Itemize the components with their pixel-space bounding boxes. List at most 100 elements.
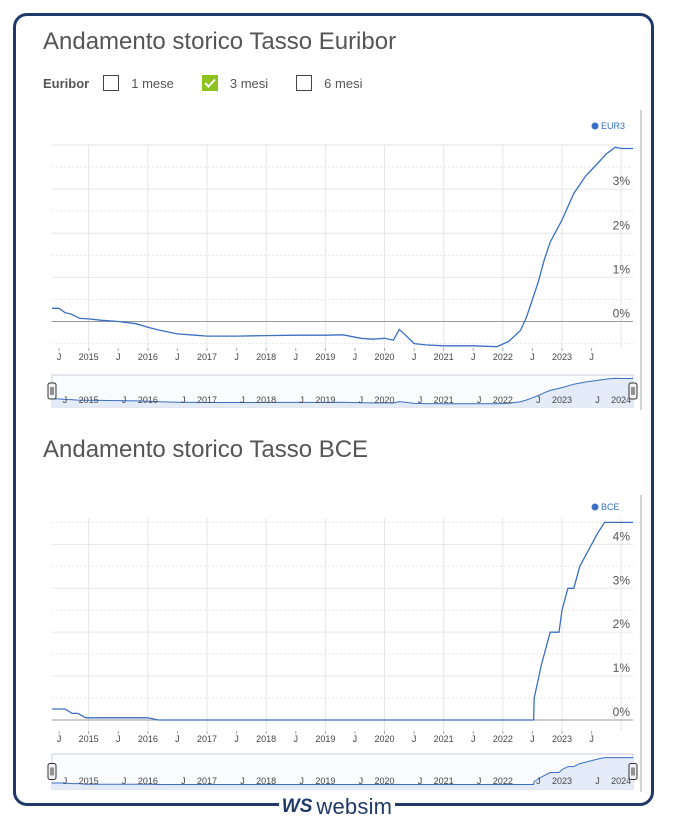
y-tick-label: 2% <box>613 617 631 631</box>
navigator-tick-label: 2022 <box>493 395 513 405</box>
navigator-tick-label: J <box>359 395 364 405</box>
navigator-right-handle[interactable] <box>628 763 638 780</box>
option-label: 1 mese <box>131 75 174 91</box>
navigator-tick-label: 2024 <box>611 776 631 786</box>
navigator-line <box>52 757 633 785</box>
checkbox-1-mese[interactable] <box>103 75 120 91</box>
navigator-tick-label: J <box>122 776 127 786</box>
x-tick-label: 2019 <box>315 352 335 362</box>
legend-label: BCE <box>601 502 620 512</box>
x-tick-label: J <box>116 352 121 362</box>
x-tick-label: 2016 <box>138 352 158 362</box>
x-tick-label: J <box>234 352 239 362</box>
y-tick-label: 3% <box>613 174 631 188</box>
option-6-mesi[interactable]: 6 mesi <box>296 75 362 91</box>
navigator-tick-label: J <box>181 776 186 786</box>
x-tick-label: 2015 <box>79 352 99 362</box>
navigator-tick-label: J <box>240 395 245 405</box>
navigator-tick-label: J <box>418 776 423 786</box>
x-tick-label: J <box>412 352 417 362</box>
navigator-tick-label: 2019 <box>315 776 335 786</box>
navigator-tick-label: 2022 <box>493 776 513 786</box>
x-tick-label: 2023 <box>552 352 572 362</box>
x-tick-label: J <box>116 734 121 744</box>
navigator-tick-label: J <box>63 776 68 786</box>
navigator-tick-label: 2020 <box>374 395 394 405</box>
series-line-eur3 <box>52 146 633 348</box>
navigator-tick-label: 2019 <box>315 395 335 405</box>
navigator-line <box>52 377 633 405</box>
navigator-tick-label: J <box>477 776 482 786</box>
y-tick-label: 4% <box>613 529 631 543</box>
navigator-tick-label: 2017 <box>197 395 217 405</box>
legend-marker <box>591 503 599 511</box>
navigator-tick-label: J <box>595 395 600 405</box>
navigator-tick-label: J <box>63 395 68 405</box>
option-3-mesi[interactable]: 3 mesi <box>201 75 268 91</box>
series-line-bce <box>52 521 633 721</box>
bce-title: Andamento storico Tasso BCE <box>43 436 369 463</box>
brand-name: websim <box>316 794 393 819</box>
navigator-tick-label: 2021 <box>434 395 454 405</box>
navigator-tick-label: J <box>536 776 541 786</box>
x-tick-label: 2018 <box>256 352 276 362</box>
euribor-title: Andamento storico Tasso Euribor <box>43 28 397 55</box>
x-tick-label: 2017 <box>197 352 217 362</box>
x-tick-label: J <box>589 734 594 744</box>
x-tick-label: J <box>175 734 180 744</box>
navigator-right-handle[interactable] <box>628 382 638 400</box>
x-tick-label: 2022 <box>493 734 513 744</box>
y-tick-label: 3% <box>613 573 631 587</box>
x-tick-label: J <box>471 352 476 362</box>
x-tick-label: J <box>530 352 535 362</box>
checkbox-6-mesi[interactable] <box>296 75 313 91</box>
x-tick-label: J <box>57 352 62 362</box>
x-tick-label: J <box>589 352 594 362</box>
checkbox-3-mesi[interactable] <box>201 75 218 91</box>
legend-marker <box>591 122 599 130</box>
navigator-tick-label: J <box>299 776 304 786</box>
x-tick-label: 2023 <box>552 734 572 744</box>
x-tick-label: 2015 <box>79 734 99 744</box>
navigator-area <box>52 757 633 789</box>
x-tick-label: 2019 <box>315 734 335 744</box>
y-tick-label: 2% <box>613 218 631 232</box>
navigator-tick-label: 2017 <box>197 776 217 786</box>
option-label: 6 mesi <box>324 75 363 91</box>
x-tick-label: J <box>294 734 299 744</box>
x-tick-label: J <box>234 734 239 744</box>
navigator-tick-label: J <box>299 395 304 405</box>
x-tick-label: J <box>471 734 476 744</box>
navigator-tick-label: 2023 <box>552 395 572 405</box>
x-tick-label: 2016 <box>138 734 158 744</box>
navigator-tick-label: 2015 <box>79 395 99 405</box>
x-tick-label: J <box>294 352 299 362</box>
navigator-tick-label: 2016 <box>138 776 158 786</box>
x-tick-label: J <box>412 734 417 744</box>
navigator-tick-label: J <box>240 776 245 786</box>
euribor-selector: Euribor 1 mese 3 mesi 6 mesi <box>43 72 390 94</box>
option-1-mese[interactable]: 1 mese <box>103 75 174 91</box>
y-tick-label: 1% <box>613 661 631 675</box>
x-tick-label: 2021 <box>434 734 454 744</box>
navigator-left-handle[interactable] <box>47 763 57 780</box>
navigator-area <box>52 378 633 407</box>
x-tick-label: J <box>57 734 62 744</box>
x-tick-label: 2018 <box>256 734 276 744</box>
navigator-tick-label: 2016 <box>138 395 158 405</box>
navigator-left-handle[interactable] <box>47 382 57 400</box>
navigator-tick-label: 2023 <box>552 776 572 786</box>
navigator-tick-label: 2021 <box>434 776 454 786</box>
navigator-tick-label: J <box>181 395 186 405</box>
footer-logo[interactable]: WS websim <box>279 792 395 822</box>
y-tick-label: 1% <box>613 262 631 276</box>
selector-label: Euribor <box>43 75 90 91</box>
check-icon <box>204 78 216 88</box>
y-tick-label: 0% <box>613 705 631 719</box>
websim-logo-icon: WS <box>281 796 313 817</box>
x-tick-label: 2020 <box>374 734 394 744</box>
x-tick-label: 2022 <box>493 352 513 362</box>
x-tick-label: J <box>353 734 358 744</box>
legend-label: EUR3 <box>601 121 625 131</box>
navigator-tick-label: J <box>418 395 423 405</box>
